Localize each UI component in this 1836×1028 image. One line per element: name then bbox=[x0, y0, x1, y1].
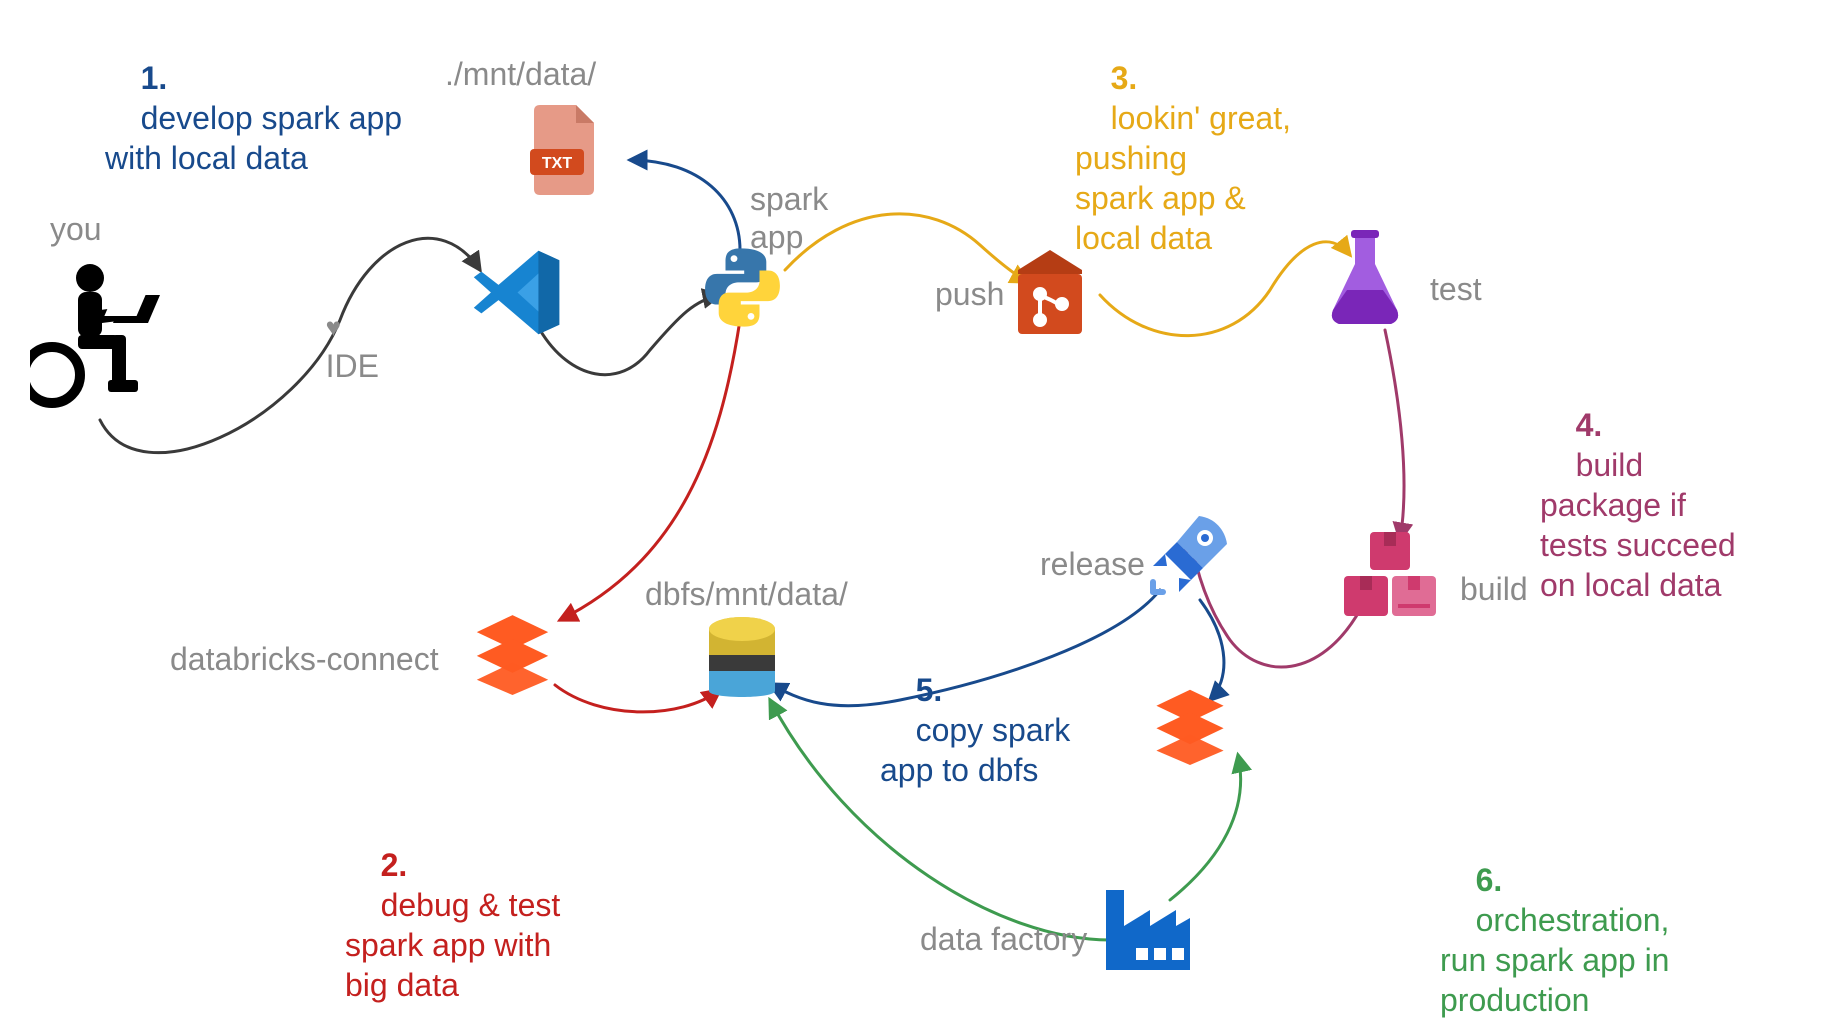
label-ide: ♥ IDE bbox=[290, 270, 379, 424]
edge-factory-dbx2 bbox=[1170, 755, 1241, 900]
db-cylinder-icon bbox=[705, 615, 780, 710]
label-build: build bbox=[1460, 570, 1528, 608]
rocket-icon bbox=[1145, 510, 1235, 605]
heart-icon: ♥ bbox=[326, 312, 341, 342]
step-2-num: 2. bbox=[381, 847, 408, 883]
label-mnt: ./mnt/data/ bbox=[445, 55, 596, 93]
databricks-icon bbox=[470, 610, 555, 700]
step-3: 3. lookin' great, pushing spark app & lo… bbox=[1075, 18, 1291, 298]
step-1-num: 1. bbox=[141, 60, 168, 96]
step-3-num: 3. bbox=[1111, 60, 1138, 96]
step-6-num: 6. bbox=[1476, 862, 1503, 898]
label-release: release bbox=[1040, 545, 1145, 583]
python-icon bbox=[700, 245, 785, 335]
person-laptop-icon bbox=[30, 260, 160, 435]
step-2-text: debug & test spark app with big data bbox=[345, 887, 560, 1003]
label-factory: data factory bbox=[920, 920, 1087, 958]
step-1: 1. develop spark app with local data bbox=[105, 18, 402, 218]
step-4-text: build package if tests succeed on local … bbox=[1540, 447, 1736, 603]
step-5: 5. copy spark app to dbfs bbox=[880, 630, 1070, 830]
step-6: 6. orchestration, run spark app in produ… bbox=[1440, 820, 1669, 1028]
step-5-text: copy spark app to dbfs bbox=[880, 712, 1070, 788]
step-4: 4. build package if tests succeed on loc… bbox=[1540, 365, 1736, 645]
factory-icon bbox=[1100, 880, 1195, 980]
label-ide-text: IDE bbox=[326, 348, 379, 384]
git-push-icon bbox=[1010, 250, 1090, 345]
step-6-text: orchestration, run spark app in producti… bbox=[1440, 902, 1669, 1018]
svg-text:TXT: TXT bbox=[542, 155, 572, 172]
step-5-num: 5. bbox=[916, 672, 943, 708]
diagram-stage: 1. develop spark app with local data 2. … bbox=[0, 0, 1836, 1028]
flask-icon bbox=[1325, 230, 1405, 335]
databricks-icon-2 bbox=[1150, 685, 1230, 770]
edge-dbx1-dbfs bbox=[555, 685, 720, 712]
label-test: test bbox=[1430, 270, 1482, 308]
vscode-icon bbox=[470, 245, 565, 345]
edge-spark-mnt bbox=[630, 160, 740, 250]
edge-ide-spark bbox=[540, 295, 720, 375]
boxes-icon bbox=[1340, 530, 1440, 625]
label-dbx1: databricks-connect bbox=[170, 640, 439, 678]
step-1-text: develop spark app with local data bbox=[105, 100, 402, 176]
label-you: you bbox=[50, 210, 102, 248]
label-dbfs: dbfs/mnt/data/ bbox=[645, 575, 848, 613]
txt-file-icon: TXT bbox=[530, 105, 600, 200]
step-2: 2. debug & test spark app with big data bbox=[345, 805, 560, 1028]
label-push: push bbox=[935, 275, 1004, 313]
step-4-num: 4. bbox=[1576, 407, 1603, 443]
edge-test-build bbox=[1385, 330, 1404, 540]
step-3-text: lookin' great, pushing spark app & local… bbox=[1075, 100, 1291, 256]
